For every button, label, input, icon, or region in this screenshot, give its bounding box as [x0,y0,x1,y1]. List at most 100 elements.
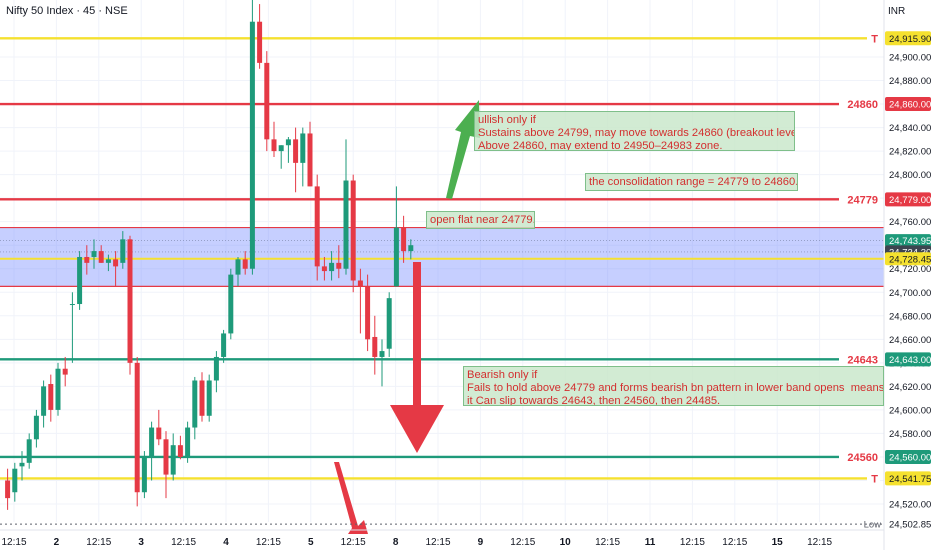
price-badge-label: 24,728.45 [889,254,931,265]
candle-body [293,139,299,163]
candle-body [386,298,392,349]
y-tick-label: 24,880.00 [889,76,931,87]
x-tick-label: 12:15 [722,537,747,548]
time-axis[interactable]: 12:15 2 12:15 3 12:15 4 12:15 5 12:15 8 12:15 9 12:1… [0,529,884,548]
x-tick-label: 12:15 [595,537,620,548]
candle-body [321,266,327,272]
candle-body [307,133,313,187]
y-tick-label: 24,720.00 [889,264,931,275]
x-tick-label: 3 [138,537,144,548]
level-price-label: 24,915.90 [889,34,931,45]
candle-body [170,445,176,475]
x-tick-label: 12:15 [680,537,705,548]
x-tick-label: 9 [478,537,484,548]
candle-body [41,386,47,416]
bullish-note: ullish only if Sustains above 24799, may… [474,111,795,151]
candle-body [343,180,349,269]
candle-body [199,380,205,416]
x-tick-label: 12:15 [510,537,535,548]
level-tag-backdrop [839,97,880,112]
y-tick-label: 24,580.00 [889,429,931,440]
level-lines: T 24860 24779 24643 24560 T [0,31,880,486]
x-tick-label: 12:15 [807,537,832,548]
candle-body [55,368,61,410]
candle-body [98,251,104,263]
consolidation-zone [0,226,884,287]
candle-body [84,256,90,263]
level-tag-label: 24779 [847,194,878,206]
x-tick-label: 15 [772,537,784,548]
direction-arrows [334,100,480,534]
x-tick-label: 12:15 [171,537,196,548]
level-price-label: 24,860.00 [889,100,931,111]
x-tick-label: 12:15 [425,537,450,548]
low-badge [885,517,931,532]
x-tick-label: 12:15 [1,537,26,548]
level-tag-label: T [871,33,878,45]
level-tag-label: 24643 [847,354,878,366]
symbol-title: Nifty 50 Index · 45 · NSE [6,5,128,17]
level-price-label: 24,779.00 [889,195,931,206]
y-tick-label: 24,820.00 [889,147,931,158]
bearish-arrow [390,262,444,453]
candle-body [249,21,255,269]
level-tag-backdrop [839,352,880,367]
candle-body [192,380,198,428]
candle-body [149,427,155,457]
candle-body [278,145,284,152]
level-price-label: 24,643.00 [889,355,931,366]
level-tag-backdrop [867,31,880,46]
candle-body [141,456,147,493]
bullish-arrow [446,100,480,199]
y-tick-label: 24,700.00 [889,288,931,299]
open-flat-note: open flat near 24779. [426,211,535,229]
candle-body [185,427,191,457]
y-tick-label: 24,800.00 [889,170,931,181]
candle-body [62,368,68,375]
candle-body [242,259,248,269]
candle-body [393,227,399,287]
candle-body [300,133,306,163]
x-tick-label: 12:15 [341,537,366,548]
bearish-note: Bearish only if Fails to hold above 2477… [463,366,884,406]
x-tick-label: 12:15 [86,537,111,548]
x-tick-label: 2 [54,537,60,548]
candle-body [26,439,32,463]
y-tick-label: 24,680.00 [889,311,931,322]
candle-body [163,439,169,475]
consolidation-note: the consolidation range = 24779 to 24860… [585,173,798,191]
candle-body [329,262,335,272]
candle-body [127,239,133,363]
level-price-badge [885,449,931,464]
candle-body [365,286,371,340]
y-tick-label: 24,660.00 [889,335,931,346]
currency-label[interactable]: INR [888,6,906,17]
bearish-arrow-lower [334,462,368,534]
zone-fill [0,227,884,287]
candle-body [257,21,263,63]
x-tick-label: 5 [308,537,314,548]
candle-body [314,186,320,267]
candle-body [357,280,363,287]
candle-body [285,139,291,146]
level-tag-backdrop [867,471,880,486]
y-tick-label: 24,840.00 [889,123,931,134]
y-tick-label: 24,520.00 [889,500,931,511]
level-price-badge [885,31,931,46]
candle-body [271,139,277,152]
candle-body [134,362,140,493]
candle-body [19,462,25,467]
y-tick-label: 24,900.00 [889,53,931,64]
low-value: 24,502.85 [889,520,931,531]
candle-body [48,384,54,410]
level-price-badge [885,97,931,112]
x-tick-label: 11 [645,537,656,548]
price-badge [885,234,931,248]
candle-body [12,468,18,493]
candle-body [235,259,241,275]
level-tag-label: 24560 [847,452,878,464]
candle-body [33,415,39,440]
candle-body [372,336,378,357]
